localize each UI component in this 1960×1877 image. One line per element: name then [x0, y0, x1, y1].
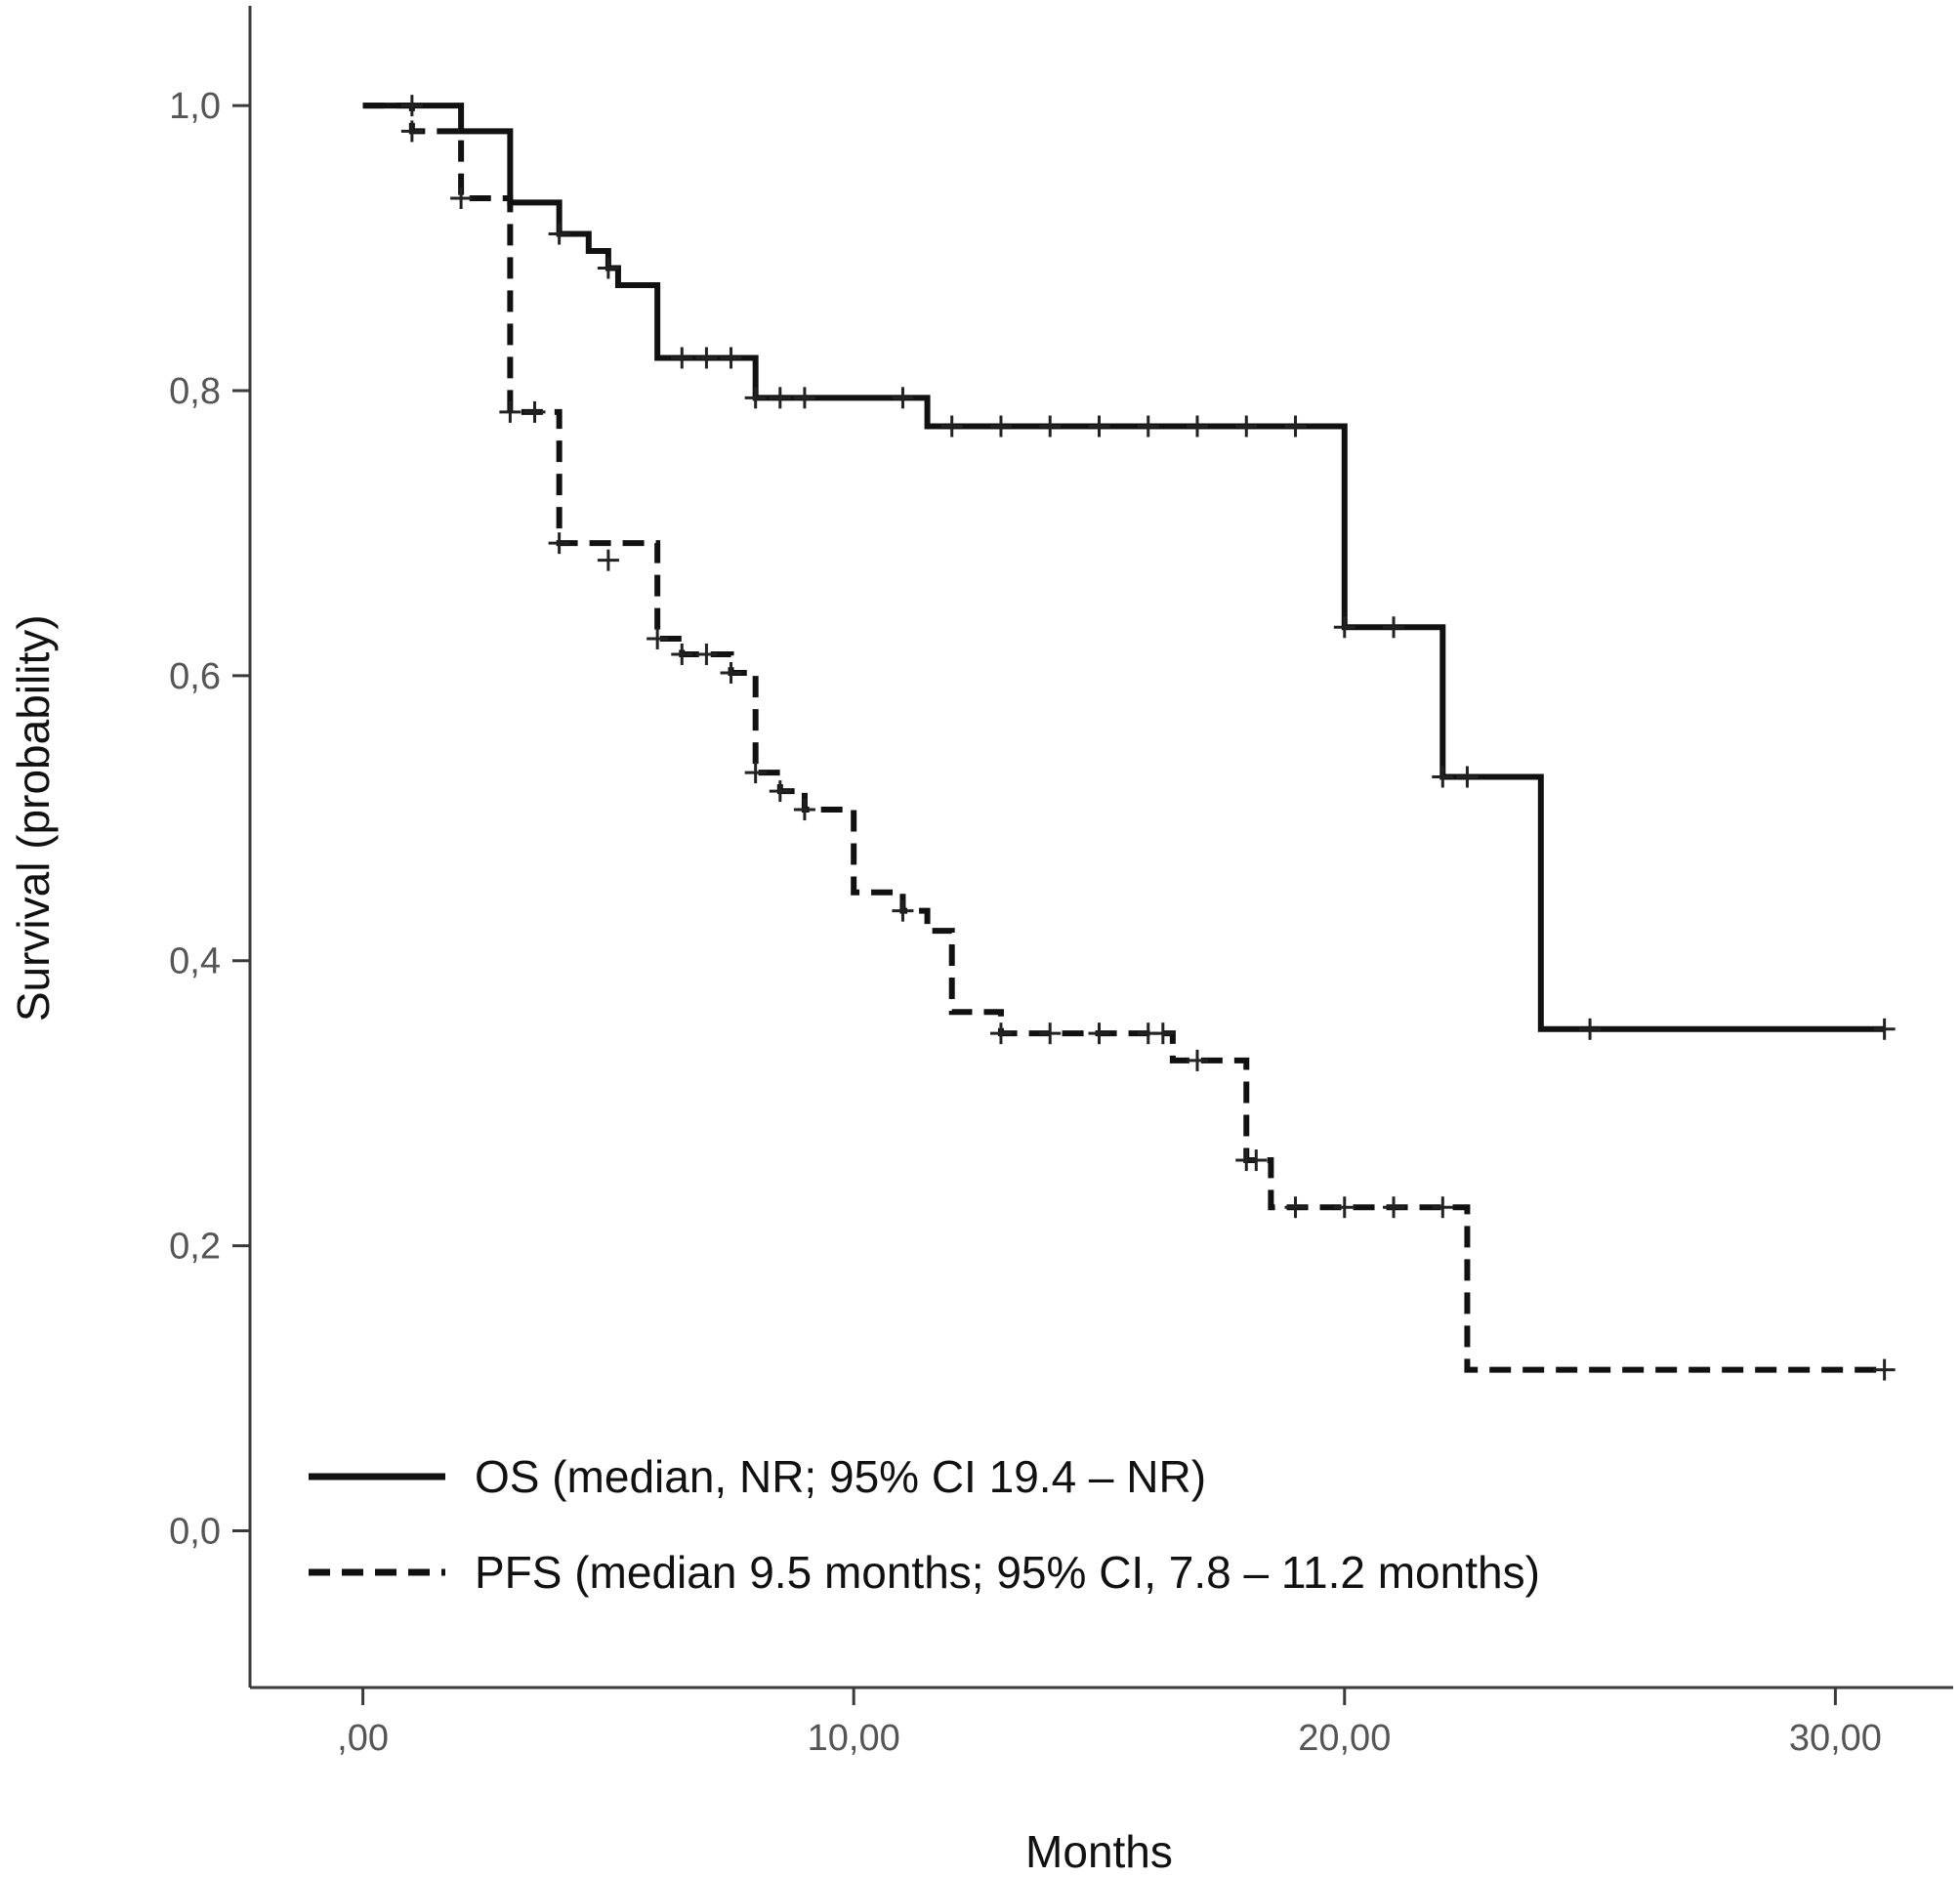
pfs-censor-mark: [1039, 1022, 1062, 1045]
y-tick-label: 0,4: [169, 941, 221, 982]
pfs-censor-mark: [450, 188, 473, 210]
legend: OS (median, NR; 95% CI 19.4 – NR) PFS (m…: [309, 1451, 1540, 1598]
pfs-censor-mark: [744, 762, 767, 784]
survival-curves: [362, 103, 1885, 1373]
pfs-censor-mark: [892, 899, 914, 922]
pfs-censor-mark: [499, 400, 521, 423]
pfs-censor-mark: [1245, 1149, 1268, 1172]
pfs-censor-mark: [769, 780, 791, 803]
os-censor-mark: [1579, 1018, 1602, 1040]
pfs-censor-mark: [720, 661, 742, 684]
pfs-censor-mark: [671, 643, 693, 665]
os-censor-mark: [769, 387, 791, 409]
pfs-censor-mark: [548, 532, 570, 555]
os-censor-mark: [1039, 415, 1062, 438]
x-tick-label: 30,00: [1789, 1718, 1882, 1759]
os-censor-mark: [1137, 415, 1159, 438]
legend-label-os: OS (median, NR; 95% CI 19.4 – NR): [475, 1451, 1206, 1502]
x-axis-title: Months: [1025, 1826, 1173, 1877]
pfs-censor-mark: [1873, 1358, 1896, 1381]
x-tick-label: ,00: [337, 1718, 389, 1759]
x-tick-label: 20,00: [1298, 1718, 1391, 1759]
pfs-censor-mark: [1432, 1196, 1454, 1219]
os-censor-mark: [597, 257, 619, 279]
pfs-censor-mark: [989, 1022, 1012, 1045]
os-censor-mark: [400, 95, 423, 117]
os-censor-mark: [940, 415, 963, 438]
os-censor-mark: [1432, 766, 1454, 788]
legend-label-pfs: PFS (median 9.5 months; 95% CI, 7.8 – 11…: [475, 1547, 1540, 1598]
pfs-censor-mark: [1284, 1196, 1307, 1219]
os-censor-mark: [695, 347, 718, 369]
os-censor-mark: [671, 347, 693, 369]
y-axis-title: Survival (probability): [8, 614, 59, 1022]
pfs-censor-mark: [1088, 1022, 1110, 1045]
pfs-censor-mark: [1383, 1196, 1405, 1219]
os-curve: [362, 103, 1885, 1032]
os-censor-mark: [892, 387, 914, 409]
os-censor-mark: [1333, 616, 1355, 639]
censor-marks: [400, 95, 1896, 1381]
os-censor-mark: [989, 415, 1012, 438]
pfs-censor-mark: [1187, 1049, 1209, 1071]
os-censor-mark: [744, 387, 767, 409]
os-censor-mark: [793, 387, 815, 409]
pfs-censor-mark: [597, 549, 619, 571]
pfs-censor-mark: [793, 799, 815, 821]
pfs-censor-mark: [1151, 1022, 1174, 1045]
y-tick-label: 1,0: [169, 86, 221, 127]
os-censor-mark: [1235, 415, 1258, 438]
y-tick-label: 0,6: [169, 656, 221, 697]
os-censor-mark: [1088, 415, 1110, 438]
os-censor-mark: [720, 347, 742, 369]
os-censor-mark: [1383, 616, 1405, 639]
axes: [248, 6, 1953, 1689]
pfs-censor-mark: [1333, 1196, 1355, 1219]
y-tick-label: 0,8: [169, 371, 221, 412]
y-tick-label: 0,0: [169, 1511, 221, 1552]
y-tick-label: 0,2: [169, 1227, 221, 1268]
pfs-censor-mark: [523, 400, 546, 423]
os-censor-mark: [1873, 1018, 1896, 1040]
pfs-censor-mark: [400, 120, 423, 143]
axis-ticks: 0,0 0,2 0,4 0,6 0,8 1,0 ,00 10,00 20,00 30,00: [169, 86, 1882, 1759]
pfs-censor-mark: [646, 627, 669, 649]
os-censor-mark: [1456, 766, 1479, 788]
pfs-curve: [362, 103, 1885, 1373]
os-censor-mark: [548, 223, 570, 245]
x-tick-label: 10,00: [808, 1718, 900, 1759]
os-censor-mark: [1284, 415, 1307, 438]
os-censor-mark: [1187, 415, 1209, 438]
pfs-censor-mark: [695, 643, 718, 665]
